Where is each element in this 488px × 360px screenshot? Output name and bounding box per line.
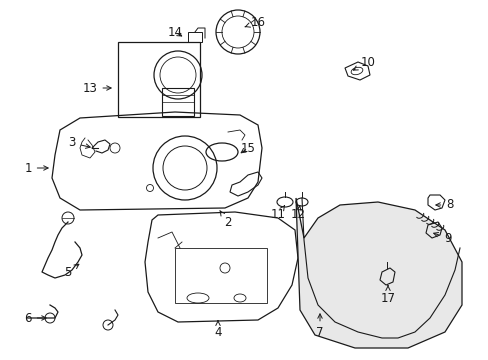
Text: 17: 17 [380, 286, 395, 305]
Text: 3: 3 [68, 136, 90, 149]
Text: 16: 16 [244, 15, 265, 28]
Text: 11: 11 [270, 206, 285, 221]
Text: 9: 9 [433, 231, 451, 244]
Text: 15: 15 [240, 141, 255, 154]
Text: 14: 14 [167, 26, 182, 39]
Text: 1: 1 [24, 162, 48, 175]
Text: 6: 6 [24, 311, 46, 324]
Text: 12: 12 [290, 206, 305, 221]
Polygon shape [295, 198, 461, 348]
Text: 8: 8 [435, 198, 453, 211]
Text: 13: 13 [82, 81, 111, 94]
Text: 4: 4 [214, 321, 221, 339]
Text: 5: 5 [64, 264, 79, 279]
Text: 10: 10 [353, 55, 375, 70]
Text: 7: 7 [316, 314, 323, 339]
Text: 2: 2 [220, 211, 231, 229]
